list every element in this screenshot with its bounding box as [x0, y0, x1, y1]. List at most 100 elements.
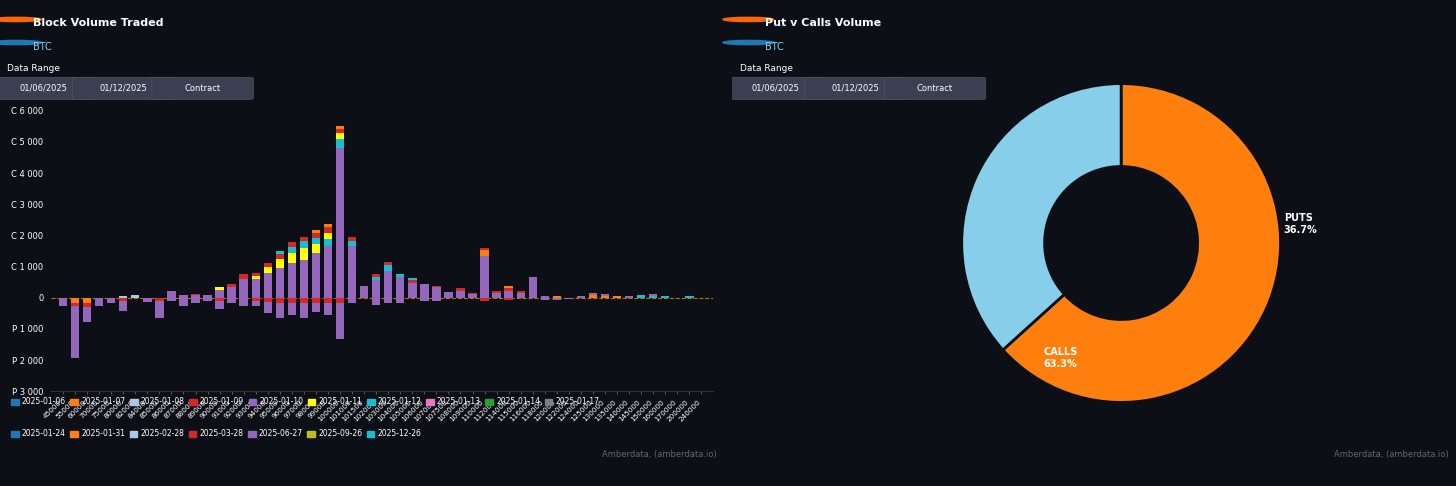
Bar: [264, 267, 272, 273]
Bar: [336, 148, 344, 298]
Bar: [661, 296, 670, 298]
Bar: [312, 230, 320, 233]
Bar: [275, 303, 284, 318]
Bar: [649, 295, 658, 298]
FancyBboxPatch shape: [805, 77, 906, 100]
Bar: [336, 134, 344, 139]
Bar: [480, 250, 489, 256]
Bar: [239, 298, 248, 307]
Bar: [432, 298, 441, 300]
Bar: [264, 273, 272, 298]
Bar: [71, 298, 79, 303]
Bar: [480, 298, 489, 300]
Bar: [625, 295, 633, 298]
Text: CALLS
63.3%: CALLS 63.3%: [1044, 347, 1077, 368]
Bar: [456, 288, 464, 291]
Text: Contract: Contract: [917, 84, 954, 93]
Bar: [336, 129, 344, 134]
Bar: [215, 287, 224, 290]
Bar: [348, 237, 357, 241]
Bar: [252, 279, 261, 298]
Bar: [288, 303, 296, 315]
Text: Data Range: Data Range: [7, 64, 60, 73]
Bar: [323, 239, 332, 246]
Bar: [264, 302, 272, 313]
Bar: [384, 265, 393, 271]
Bar: [227, 298, 236, 303]
Bar: [167, 292, 176, 298]
Bar: [312, 233, 320, 238]
Bar: [252, 273, 261, 276]
Text: Block Volume Traded: Block Volume Traded: [32, 18, 163, 28]
Bar: [300, 237, 309, 242]
Text: Amberdata, (amberdata.io): Amberdata, (amberdata.io): [1334, 450, 1449, 459]
Bar: [421, 284, 428, 298]
Bar: [156, 300, 163, 318]
Bar: [371, 277, 380, 279]
Bar: [106, 298, 115, 303]
Bar: [480, 256, 489, 298]
FancyBboxPatch shape: [725, 77, 827, 100]
Bar: [264, 298, 272, 302]
Text: Amberdata, (amberdata.io): Amberdata, (amberdata.io): [601, 450, 716, 459]
Bar: [71, 306, 79, 358]
Bar: [553, 298, 561, 300]
Bar: [119, 298, 128, 300]
Bar: [371, 274, 380, 277]
Bar: [83, 303, 92, 307]
Bar: [686, 296, 693, 298]
Bar: [432, 286, 441, 287]
Bar: [348, 241, 357, 246]
Bar: [504, 286, 513, 288]
Text: Put v Calls Volume: Put v Calls Volume: [764, 18, 881, 28]
Bar: [517, 293, 526, 298]
Legend: 2025-01-24, 2025-01-31, 2025-02-28, 2025-03-28, 2025-06-27, 2025-09-26, 2025-12-: 2025-01-24, 2025-01-31, 2025-02-28, 2025…: [12, 430, 421, 438]
Bar: [601, 294, 609, 295]
Bar: [288, 298, 296, 303]
Bar: [131, 295, 140, 298]
Bar: [119, 296, 128, 298]
Text: PUTS
36.7%: PUTS 36.7%: [1284, 213, 1318, 235]
Bar: [215, 290, 224, 298]
Bar: [227, 287, 236, 298]
FancyBboxPatch shape: [0, 77, 95, 100]
Bar: [275, 298, 284, 303]
Bar: [336, 298, 344, 303]
Text: 01/06/2025: 01/06/2025: [751, 84, 799, 93]
Bar: [312, 238, 320, 244]
Text: BTC: BTC: [32, 42, 51, 52]
Bar: [215, 300, 224, 309]
Bar: [336, 303, 344, 339]
Bar: [119, 300, 128, 311]
Bar: [239, 275, 248, 279]
Bar: [492, 291, 501, 293]
Text: 01/06/2025: 01/06/2025: [19, 84, 67, 93]
Bar: [323, 227, 332, 233]
Bar: [565, 298, 574, 299]
Bar: [517, 292, 526, 293]
Bar: [469, 293, 476, 294]
Bar: [396, 298, 405, 303]
Circle shape: [724, 40, 773, 45]
Bar: [83, 298, 92, 303]
Bar: [360, 286, 368, 298]
Bar: [408, 283, 416, 298]
Bar: [588, 294, 597, 295]
Bar: [264, 263, 272, 267]
Bar: [275, 254, 284, 260]
Bar: [179, 298, 188, 307]
Text: Contract: Contract: [185, 84, 221, 93]
Bar: [480, 248, 489, 250]
Bar: [191, 298, 199, 303]
Bar: [540, 295, 549, 298]
Bar: [167, 298, 176, 300]
Bar: [601, 295, 609, 298]
Bar: [396, 277, 405, 298]
Bar: [323, 233, 332, 239]
Bar: [215, 298, 224, 300]
Bar: [143, 298, 151, 302]
Circle shape: [0, 17, 41, 21]
Bar: [300, 303, 309, 318]
Bar: [252, 276, 261, 279]
Bar: [492, 293, 501, 298]
